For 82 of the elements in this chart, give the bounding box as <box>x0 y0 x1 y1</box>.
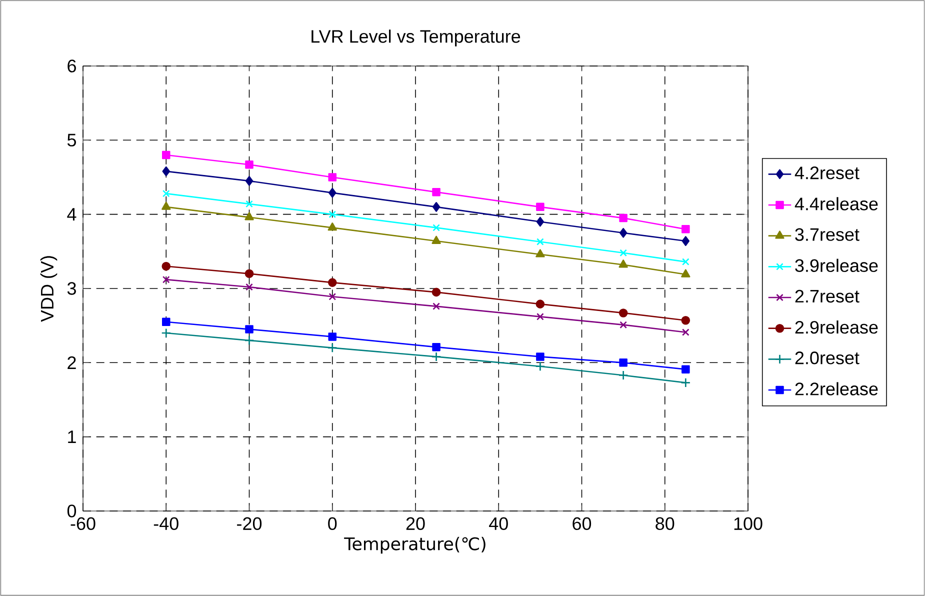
y-tick-label: 4 <box>67 208 76 221</box>
y-tick-label: 3 <box>67 282 76 295</box>
point <box>681 316 690 325</box>
point <box>536 312 544 320</box>
point <box>619 214 628 222</box>
point <box>162 202 171 210</box>
legend-label: 4.4release <box>794 197 878 210</box>
point <box>328 173 337 182</box>
point <box>536 216 544 227</box>
point <box>620 321 627 329</box>
x-tick-label: 60 <box>572 517 592 530</box>
legend-label: 2.2release <box>795 382 878 396</box>
point <box>619 358 628 367</box>
point <box>246 200 253 208</box>
x-tick-label: 100 <box>734 517 762 530</box>
point <box>536 300 545 308</box>
point <box>536 202 544 212</box>
point <box>162 262 171 271</box>
point <box>244 335 254 346</box>
point <box>681 269 690 278</box>
point <box>536 249 545 258</box>
point <box>162 190 170 198</box>
legend-label: 4.2reset <box>794 166 860 180</box>
x-tick-label: 40 <box>489 517 508 530</box>
x-tick-label: 0 <box>328 517 337 530</box>
point <box>618 370 628 380</box>
point <box>680 378 691 388</box>
point <box>682 236 690 246</box>
y-tick-label: 5 <box>67 134 76 146</box>
point <box>432 224 440 232</box>
point <box>682 365 690 374</box>
point <box>432 302 440 310</box>
point <box>328 292 336 300</box>
y-tick-label: 6 <box>68 60 76 72</box>
point <box>328 188 336 198</box>
point <box>432 202 440 212</box>
legend-label: 3.7reset <box>795 228 860 241</box>
point <box>162 150 170 160</box>
point <box>328 332 337 341</box>
point <box>536 238 544 246</box>
x-tick-label: -40 <box>154 517 178 530</box>
legend-label: 2.0reset <box>795 352 860 364</box>
point <box>244 212 254 220</box>
x-axis-title: Temperature(℃) <box>344 536 486 554</box>
legend-label: 2.7reset <box>795 290 860 303</box>
point <box>536 352 544 361</box>
y-tick-label: 0 <box>67 504 76 518</box>
point <box>245 176 254 186</box>
x-tick-label: 20 <box>406 517 425 530</box>
x-tick-label: 80 <box>656 517 674 530</box>
point <box>432 236 441 244</box>
point <box>619 228 628 238</box>
point <box>618 308 628 318</box>
point <box>245 160 254 169</box>
point <box>432 288 441 297</box>
point <box>327 342 338 353</box>
point <box>620 249 627 257</box>
point <box>328 210 336 218</box>
point <box>535 361 546 372</box>
point <box>618 260 628 268</box>
point <box>162 318 170 326</box>
legend-label: 2.9release <box>795 320 878 334</box>
point <box>432 188 440 196</box>
y-tick-label: 2 <box>68 356 76 369</box>
legend-label: 3.9release <box>795 258 878 272</box>
point <box>682 258 690 266</box>
x-tick-label: -20 <box>237 517 262 530</box>
chart-title: LVR Level vs Temperature <box>312 30 520 46</box>
y-tick-label: 1 <box>68 430 76 444</box>
point <box>162 166 170 176</box>
point <box>246 283 253 291</box>
point <box>162 276 170 284</box>
point <box>328 222 337 231</box>
point <box>245 325 254 334</box>
point <box>682 328 690 336</box>
x-tick-label: -60 <box>70 517 96 530</box>
y-axis-title: VDD (V) <box>40 256 58 322</box>
point <box>244 269 254 278</box>
point <box>161 328 172 338</box>
point <box>328 278 337 287</box>
point <box>682 225 690 234</box>
point <box>432 342 440 352</box>
